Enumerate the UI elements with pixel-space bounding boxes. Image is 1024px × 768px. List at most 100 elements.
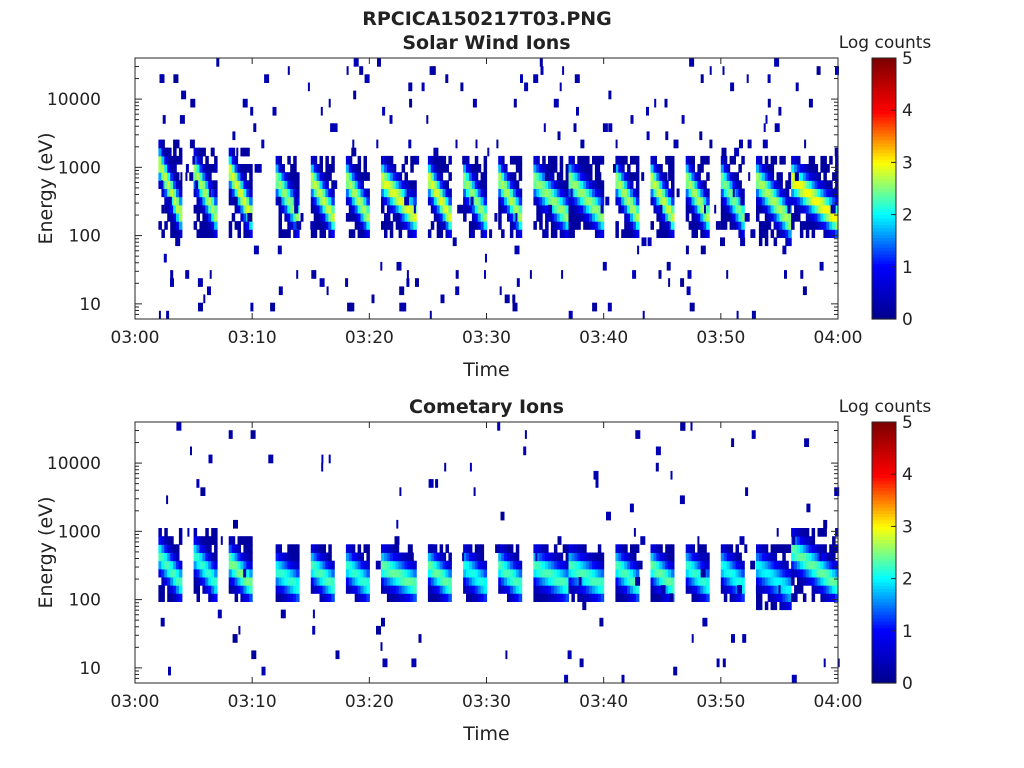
heatmap-cell xyxy=(376,139,379,149)
heatmap-cell xyxy=(515,568,520,578)
heatmap-cell xyxy=(808,172,813,181)
heatmap-cell xyxy=(694,180,698,189)
heatmap-cell xyxy=(278,552,282,562)
heatmap-cell xyxy=(621,585,625,594)
heatmap-cell xyxy=(580,164,584,173)
heatmap-cell xyxy=(635,164,640,173)
heatmap-cell xyxy=(243,213,247,222)
colorbar-swatch xyxy=(872,438,896,443)
heatmap-cell xyxy=(170,568,174,578)
heatmap-cell xyxy=(167,147,171,157)
heatmap-cell xyxy=(559,196,564,206)
heatmap-cell xyxy=(319,188,323,198)
heatmap-cell xyxy=(618,585,622,594)
heatmap-cell xyxy=(545,213,549,222)
heatmap-cell xyxy=(574,213,578,222)
heatmap-cell xyxy=(553,568,558,578)
colorbar-swatch xyxy=(872,211,896,216)
heatmap-cell xyxy=(398,196,403,206)
heatmap-cell xyxy=(176,172,180,181)
heatmap-cell xyxy=(205,229,209,238)
heatmap-cell xyxy=(480,221,485,230)
heatmap-cell xyxy=(287,577,291,586)
heatmap-cell xyxy=(545,568,549,578)
heatmap-cell xyxy=(512,221,517,230)
heatmap-cell xyxy=(196,172,200,181)
heatmap-cell xyxy=(293,585,297,594)
colorbar-swatch xyxy=(872,679,896,684)
heatmap-cell xyxy=(404,155,408,165)
heatmap-cell xyxy=(726,180,731,189)
heatmap-cell xyxy=(832,560,836,570)
heatmap-cell xyxy=(433,544,438,553)
heatmap-cell xyxy=(829,221,833,230)
heatmap-cell xyxy=(363,221,367,230)
heatmap-cell xyxy=(178,528,183,537)
heatmap-cell xyxy=(770,585,775,594)
heatmap-cell xyxy=(702,552,708,562)
heatmap-cell xyxy=(512,180,517,189)
heatmap-cell xyxy=(316,172,321,181)
heatmap-cell xyxy=(794,593,798,602)
heatmap-cell xyxy=(579,658,584,668)
heatmap-cell xyxy=(592,302,598,312)
heatmap-cell xyxy=(732,213,736,222)
heatmap-cell xyxy=(791,155,795,165)
heatmap-cell xyxy=(545,552,549,562)
heatmap-cell xyxy=(568,577,572,586)
heatmap-cell xyxy=(507,544,511,553)
heatmap-cell xyxy=(732,585,736,594)
heatmap-cell xyxy=(550,560,555,570)
heatmap-cell xyxy=(559,155,564,165)
heatmap-cell xyxy=(354,221,359,230)
heatmap-cell xyxy=(624,155,628,165)
heatmap-cell xyxy=(275,180,280,189)
heatmap-cell xyxy=(586,560,590,570)
heatmap-cell xyxy=(354,585,359,594)
heatmap-cell xyxy=(811,221,816,230)
colorbar-swatch xyxy=(872,74,896,79)
heatmap-cell xyxy=(747,139,752,149)
heatmap-cell xyxy=(835,585,839,594)
heatmap-cell xyxy=(691,221,695,230)
heatmap-cell xyxy=(589,196,593,206)
heatmap-cell xyxy=(381,204,385,214)
heatmap-cell xyxy=(395,204,400,214)
heatmap-cell xyxy=(161,577,165,586)
colorbar-swatch xyxy=(872,71,896,75)
heatmap-cell xyxy=(296,585,300,594)
heatmap-cell xyxy=(794,585,798,594)
heatmap-cell xyxy=(835,172,839,181)
heatmap-cell xyxy=(723,172,728,181)
colorbar-swatch xyxy=(872,309,896,314)
heatmap-cell xyxy=(290,213,294,222)
heatmap-cell xyxy=(410,229,414,238)
heatmap-cell xyxy=(559,585,564,594)
heatmap-cell xyxy=(559,221,564,230)
heatmap-cell xyxy=(313,229,318,238)
heatmap-cell xyxy=(507,204,511,214)
heatmap-cell xyxy=(170,172,174,181)
heatmap-cell xyxy=(568,180,572,189)
heatmap-cell xyxy=(770,601,775,611)
heatmap-cell xyxy=(761,196,766,206)
heatmap-cell xyxy=(665,131,669,141)
heatmap-cell xyxy=(357,568,362,578)
heatmap-cell xyxy=(580,568,584,578)
heatmap-cell xyxy=(512,294,516,304)
heatmap-cell xyxy=(756,577,760,586)
heatmap-cell xyxy=(348,568,353,578)
colorbar-swatch xyxy=(872,578,896,583)
heatmap-cell xyxy=(381,544,385,553)
heatmap-cell xyxy=(293,155,297,165)
heatmap-cell xyxy=(208,454,213,464)
heatmap-cell xyxy=(167,536,171,545)
heatmap-cell xyxy=(823,155,827,165)
heatmap-cell xyxy=(615,544,619,553)
heatmap-cell xyxy=(160,617,165,627)
heatmap-cell xyxy=(650,164,654,173)
heatmap-cell xyxy=(228,585,233,594)
heatmap-cell xyxy=(782,188,786,198)
heatmap-cell xyxy=(234,180,239,189)
heatmap-cell xyxy=(290,585,294,594)
